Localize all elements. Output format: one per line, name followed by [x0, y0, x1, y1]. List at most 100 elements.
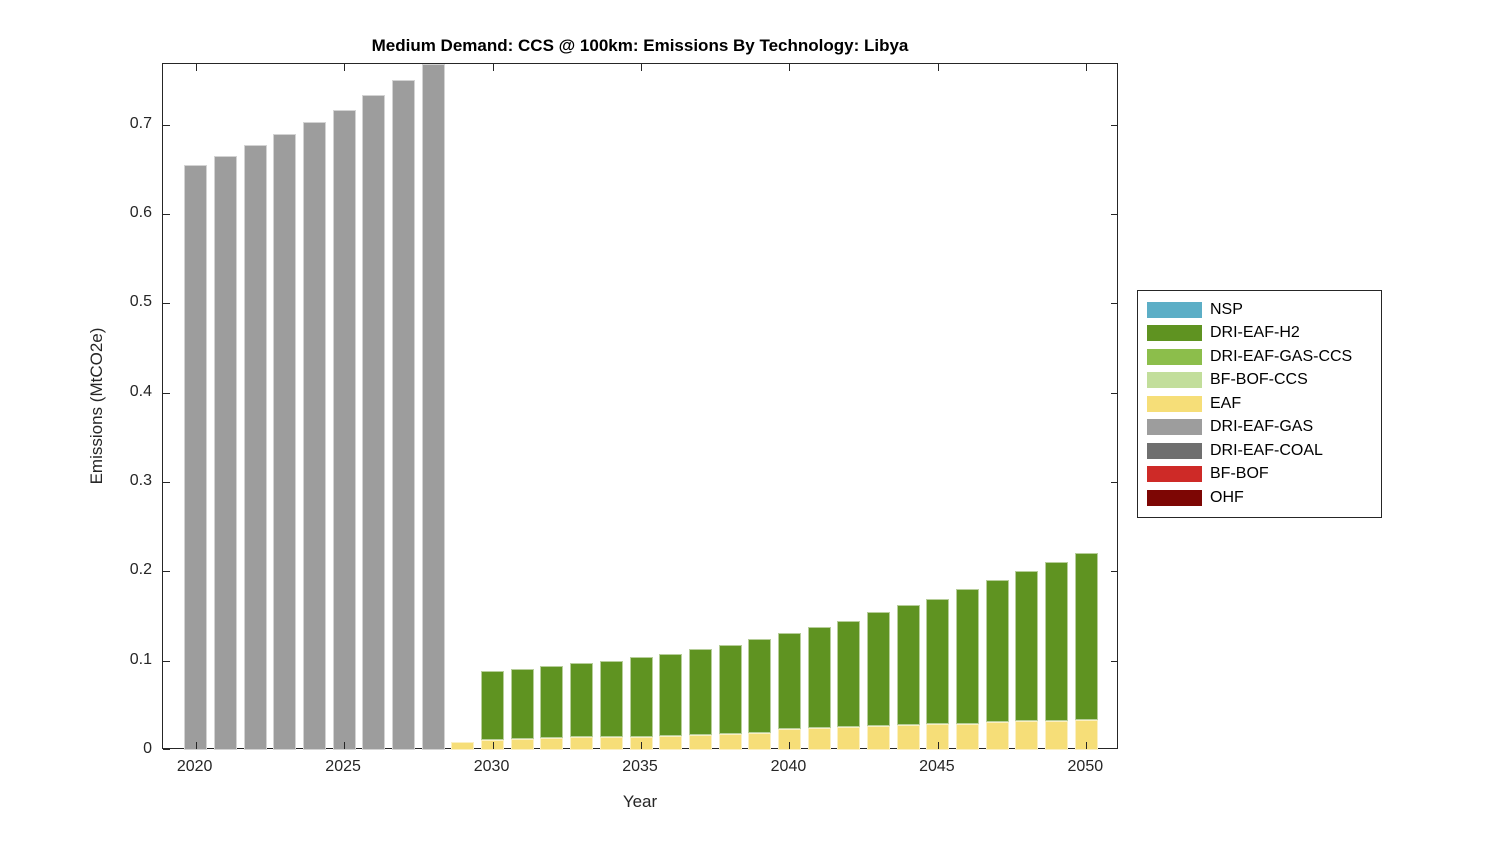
bar-segment-eaf-2048: [1015, 721, 1039, 750]
x-tick-top: [938, 64, 939, 71]
bar-segment-eaf-2031: [510, 739, 534, 750]
legend-label: OHF: [1210, 488, 1244, 506]
bar-segment-eaf-2030: [481, 740, 505, 750]
bar-segment-dri-eaf-gas-2020: [184, 164, 208, 750]
x-tick-top: [789, 64, 790, 71]
bar-segment-eaf-2034: [599, 737, 623, 750]
bar-segment-eaf-2032: [540, 738, 564, 750]
x-tick-top: [641, 64, 642, 71]
legend-label: NSP: [1210, 300, 1243, 318]
x-tick-label-2040: 2040: [770, 758, 807, 775]
y-tick-left: [163, 482, 170, 483]
x-tick-label-2025: 2025: [325, 758, 361, 775]
y-axis-label: Emissions (MtCO2e): [87, 327, 106, 485]
y-tick-left: [163, 661, 170, 662]
bar-segment-dri-eaf-h2-2048: [1015, 571, 1039, 722]
legend-row-dri-eaf-gas: DRI-EAF-GAS: [1147, 416, 1371, 440]
bar-segment-eaf-2033: [570, 737, 594, 750]
plot-area: [162, 63, 1118, 750]
x-tick-bottom: [938, 742, 939, 749]
y-tick-label-0.4: 0.4: [129, 382, 152, 400]
chart-title: Medium Demand: CCS @ 100km: Emissions By…: [371, 36, 909, 55]
legend-label: EAF: [1210, 394, 1242, 412]
bar-segment-dri-eaf-h2-2047: [985, 580, 1009, 723]
y-tick-right: [1111, 125, 1118, 126]
legend-swatch-bf-bof-ccs: [1147, 372, 1202, 389]
bar-segment-dri-eaf-gas-2026: [362, 95, 386, 750]
x-tick-label-2045: 2045: [919, 758, 955, 775]
y-tick-right: [1111, 393, 1118, 394]
legend-label: BF-BOF: [1210, 465, 1269, 483]
bar-segment-dri-eaf-h2-2036: [659, 653, 683, 736]
x-tick-bottom: [493, 742, 494, 749]
y-tick-label-0.2: 0.2: [129, 561, 152, 579]
y-tick-left: [163, 571, 170, 572]
x-axis-label: Year: [622, 792, 658, 811]
bar-segment-eaf-2037: [688, 734, 712, 750]
bar-segment-dri-eaf-gas-2025: [332, 109, 356, 750]
legend-row-nsp: NSP: [1147, 298, 1371, 322]
bar-segment-eaf-2029: [451, 741, 475, 750]
legend-row-dri-eaf-coal: DRI-EAF-COAL: [1147, 439, 1371, 463]
y-tick-label-0.7: 0.7: [129, 114, 152, 132]
bar-segment-eaf-2046: [956, 724, 980, 750]
legend-swatch-dri-eaf-gas: [1147, 419, 1202, 436]
bar-segment-eaf-2050: [1074, 719, 1098, 750]
bar-segment-eaf-2036: [659, 735, 683, 750]
bar-segment-dri-eaf-h2-2037: [688, 649, 712, 735]
bar-segment-dri-eaf-h2-2033: [570, 663, 594, 738]
legend-row-bf-bof: BF-BOF: [1147, 463, 1371, 487]
bar-segment-dri-eaf-gas-2022: [243, 145, 267, 750]
bar-segment-eaf-2039: [748, 733, 772, 750]
bar-segment-dri-eaf-h2-2045: [926, 599, 950, 725]
legend-swatch-bf-bof: [1147, 466, 1202, 483]
bar-segment-dri-eaf-h2-2039: [748, 639, 772, 734]
legend-row-dri-eaf-h2: DRI-EAF-H2: [1147, 322, 1371, 346]
bar-segment-dri-eaf-h2-2049: [1045, 561, 1069, 721]
bar-segment-dri-eaf-h2-2046: [956, 589, 980, 725]
bar-segment-dri-eaf-h2-2050: [1074, 552, 1098, 720]
legend-label: DRI-EAF-GAS-CCS: [1210, 347, 1353, 365]
y-tick-right: [1111, 214, 1118, 215]
legend-swatch-nsp: [1147, 301, 1202, 318]
bar-segment-dri-eaf-h2-2042: [837, 621, 861, 727]
bar-segment-dri-eaf-gas-2027: [391, 80, 415, 750]
y-tick-right: [1111, 482, 1118, 483]
legend-label: DRI-EAF-COAL: [1210, 441, 1323, 459]
y-tick-left: [163, 749, 170, 750]
y-tick-left: [163, 303, 170, 304]
x-tick-bottom: [1086, 742, 1087, 749]
bar-segment-dri-eaf-gas-2023: [273, 133, 297, 750]
legend-swatch-dri-eaf-coal: [1147, 442, 1202, 459]
legend-label: BF-BOF-CCS: [1210, 371, 1308, 389]
x-tick-label-2050: 2050: [1067, 758, 1104, 775]
bar-segment-dri-eaf-h2-2043: [867, 612, 890, 726]
x-tick-bottom: [789, 742, 790, 749]
bar-segment-eaf-2044: [896, 724, 920, 750]
bar-segment-dri-eaf-h2-2032: [540, 666, 564, 739]
bar-segment-dri-eaf-h2-2030: [481, 671, 505, 741]
y-tick-left: [163, 393, 170, 394]
bar-segment-eaf-2047: [985, 722, 1009, 750]
y-tick-label-0: 0: [143, 740, 152, 757]
legend-swatch-eaf: [1147, 395, 1202, 412]
x-tick-label-2020: 2020: [176, 758, 213, 775]
bar-segment-dri-eaf-gas-2021: [213, 156, 237, 750]
legend-row-ohf: OHF: [1147, 486, 1371, 510]
legend-swatch-dri-eaf-gas-ccs: [1147, 348, 1202, 365]
bar-segment-eaf-2041: [807, 727, 831, 750]
bar-segment-eaf-2042: [837, 726, 861, 750]
bar-segment-dri-eaf-h2-2034: [599, 660, 623, 738]
x-tick-top: [493, 64, 494, 71]
legend-row-bf-bof-ccs: BF-BOF-CCS: [1147, 369, 1371, 393]
y-tick-label-0.6: 0.6: [129, 204, 152, 222]
bar-segment-dri-eaf-h2-2041: [807, 626, 831, 728]
y-tick-label-0.1: 0.1: [129, 650, 152, 668]
x-tick-bottom: [344, 742, 345, 749]
legend-swatch-dri-eaf-h2: [1147, 325, 1202, 342]
x-tick-top: [344, 64, 345, 71]
legend-swatch-ohf: [1147, 489, 1202, 506]
bar-segment-dri-eaf-h2-2040: [777, 632, 801, 730]
legend-label: DRI-EAF-H2: [1210, 324, 1300, 342]
